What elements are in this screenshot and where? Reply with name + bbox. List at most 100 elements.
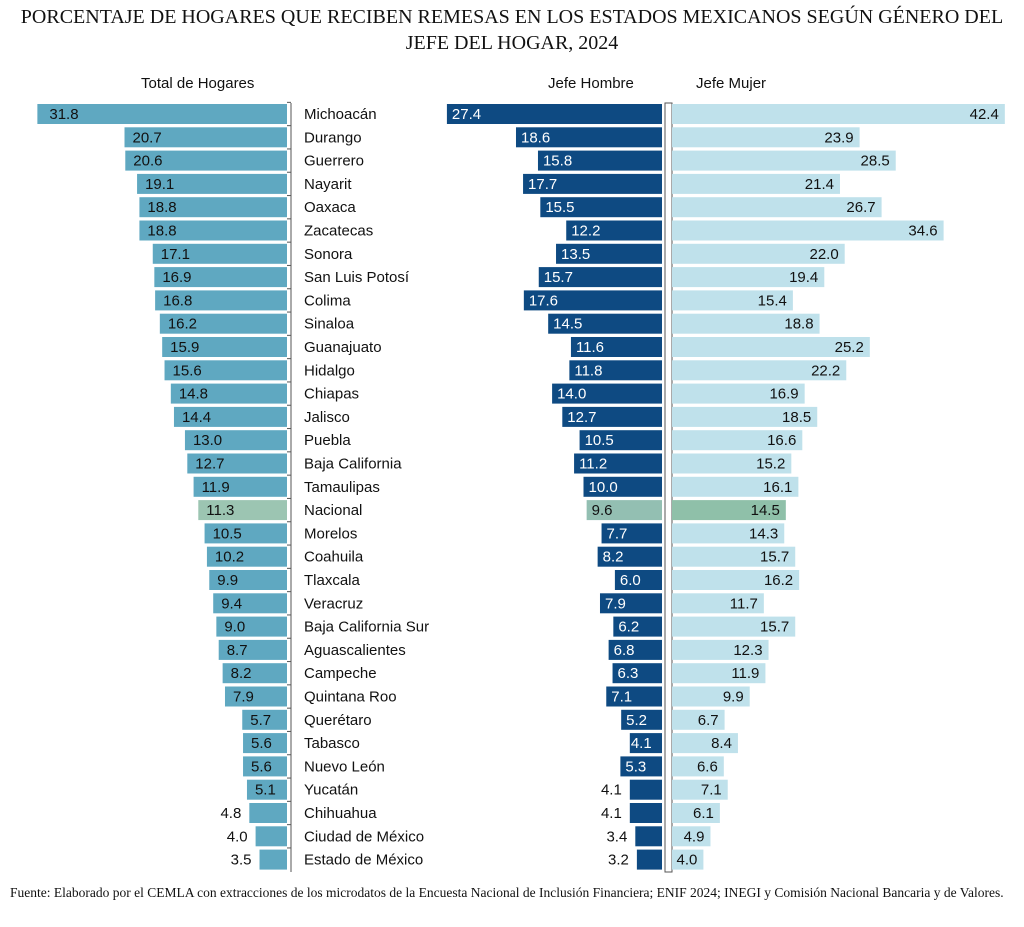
data-label-total: 11.9: [202, 479, 230, 496]
bar-hombre: [574, 453, 662, 474]
bar-total: [155, 290, 287, 311]
data-label-total: 10.5: [213, 525, 242, 542]
data-label-mujer: 15.2: [756, 456, 785, 473]
bar-hombre: [629, 733, 662, 754]
data-label-hombre: 9.6: [592, 502, 613, 519]
bar-total: [170, 383, 287, 404]
bar-mujer: [672, 546, 796, 567]
bar-total: [249, 803, 287, 823]
bar-mujer: [672, 127, 860, 148]
bar-mujer: [672, 104, 1005, 124]
category-label: Michoacán: [304, 106, 377, 123]
data-label-total: 5.6: [251, 735, 272, 752]
bar-mujer: [672, 150, 896, 171]
data-label-mujer: 15.4: [758, 292, 787, 309]
bar-mujer: [672, 406, 818, 427]
data-label-hombre: 11.2: [579, 456, 607, 473]
category-label: Chihuahua: [304, 805, 377, 822]
data-label-total: 4.0: [227, 828, 248, 845]
bar-hombre: [566, 220, 662, 241]
bar-total: [213, 593, 287, 614]
bar-mujer: [672, 733, 738, 754]
category-label: Guanajuato: [304, 339, 382, 356]
bar-hombre: [629, 779, 662, 800]
category-label: Durango: [304, 129, 362, 146]
bar-hombre: [599, 593, 662, 614]
data-label-hombre: 4.1: [601, 782, 622, 799]
data-label-total: 17.1: [161, 246, 190, 263]
category-label: Morelos: [304, 525, 357, 542]
bar-hombre: [606, 686, 662, 707]
data-label-mujer: 34.6: [908, 223, 937, 240]
category-label: Quintana Roo: [304, 689, 397, 706]
data-label-hombre: 4.1: [601, 805, 622, 822]
data-label-total: 8.2: [231, 665, 252, 682]
bar-mujer: [672, 476, 799, 497]
bar-total: [243, 733, 287, 754]
bar-hombre: [446, 104, 662, 124]
data-label-total: 14.8: [179, 386, 208, 403]
category-label: Estado de México: [304, 852, 423, 869]
data-label-hombre: 7.7: [607, 525, 628, 542]
bar-hombre: [635, 826, 662, 847]
data-label-hombre: 15.7: [544, 269, 573, 286]
data-label-hombre: 12.2: [571, 223, 600, 240]
data-label-total: 5.6: [251, 758, 272, 775]
data-label-mujer: 15.7: [760, 549, 789, 566]
bar-total: [173, 406, 287, 427]
bar-hombre: [586, 500, 662, 521]
source-note: Fuente: Elaborado por el CEMLA con extra…: [10, 885, 1004, 900]
category-label: Hidalgo: [304, 362, 355, 379]
category-label: Puebla: [304, 432, 351, 449]
category-label: Jalisco: [304, 409, 350, 426]
bar-total: [139, 197, 287, 218]
category-label: Colima: [304, 292, 351, 309]
bar-total: [125, 150, 287, 171]
bar-hombre: [621, 709, 662, 730]
data-label-mujer: 6.7: [698, 712, 719, 729]
data-label-hombre: 14.0: [557, 386, 586, 403]
data-label-mujer: 26.7: [846, 199, 875, 216]
bar-mujer: [672, 570, 800, 590]
data-label-hombre: 3.4: [606, 828, 627, 845]
category-label: Veracruz: [304, 595, 363, 612]
bar-hombre: [583, 476, 662, 497]
bar-mujer: [672, 803, 720, 823]
bar-hombre: [597, 546, 662, 567]
bar-total: [187, 453, 287, 474]
data-label-mujer: 23.9: [824, 129, 853, 146]
data-label-total: 8.7: [227, 642, 248, 659]
bar-total: [218, 639, 287, 660]
data-label-hombre: 15.5: [545, 199, 574, 216]
data-label-total: 12.7: [195, 456, 224, 473]
bar-hombre: [601, 523, 662, 544]
bar-total: [37, 104, 288, 124]
data-label-mujer: 9.9: [723, 689, 744, 706]
category-label: Zacatecas: [304, 223, 373, 240]
series-header-hombre: Jefe Hombre: [548, 75, 634, 92]
data-label-hombre: 18.6: [521, 129, 550, 146]
category-label: Querétaro: [304, 712, 372, 729]
series-header-total: Total de Hogares: [141, 75, 255, 92]
bar-mujer: [672, 593, 764, 614]
data-label-hombre: 8.2: [603, 549, 624, 566]
bar-total: [259, 849, 287, 870]
data-label-total: 19.1: [145, 176, 174, 193]
bar-hombre: [540, 197, 662, 218]
chart-plot: Michoacán 31.8 27.4 42.4 Durango 20.7 18.6 23.9…: [37, 101, 1005, 873]
bar-total: [137, 173, 287, 194]
data-label-hombre: 17.6: [529, 292, 558, 309]
category-label: Nuevo León: [304, 758, 385, 775]
category-label: Campeche: [304, 665, 377, 682]
data-label-total: 9.0: [224, 619, 245, 636]
bar-hombre: [570, 337, 662, 357]
bar-total: [204, 523, 287, 544]
bar-hombre: [629, 803, 662, 823]
data-label-hombre: 15.8: [543, 153, 572, 170]
data-label-mujer: 16.9: [769, 386, 798, 403]
bar-mujer: [672, 453, 792, 474]
data-label-hombre: 5.3: [625, 758, 646, 775]
bar-total: [193, 476, 287, 497]
data-label-mujer: 8.4: [711, 735, 732, 752]
data-label-mujer: 11.9: [731, 665, 759, 682]
